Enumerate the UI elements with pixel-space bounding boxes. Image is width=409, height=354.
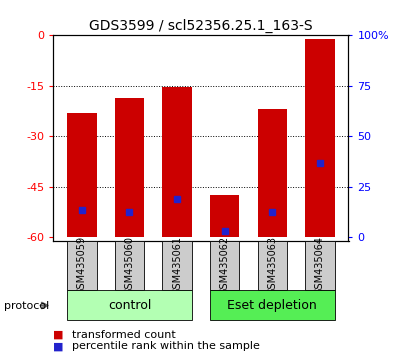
Bar xyxy=(67,290,191,320)
Text: GSM435064: GSM435064 xyxy=(314,236,324,295)
Bar xyxy=(67,113,97,237)
Bar xyxy=(209,290,334,320)
Bar xyxy=(304,39,334,237)
Text: GSM435061: GSM435061 xyxy=(172,236,182,295)
Bar xyxy=(257,109,286,237)
Title: GDS3599 / scl52356.25.1_163-S: GDS3599 / scl52356.25.1_163-S xyxy=(89,19,312,33)
Bar xyxy=(209,241,239,290)
Bar xyxy=(115,98,144,237)
Text: transformed count: transformed count xyxy=(72,330,175,340)
Bar xyxy=(162,87,191,237)
Text: ■: ■ xyxy=(53,341,64,351)
Text: protocol: protocol xyxy=(4,301,49,310)
Text: Eset depletion: Eset depletion xyxy=(227,299,317,312)
Text: percentile rank within the sample: percentile rank within the sample xyxy=(72,341,259,351)
Bar xyxy=(257,241,286,290)
Text: GSM435062: GSM435062 xyxy=(219,236,229,295)
Text: control: control xyxy=(108,299,151,312)
Bar xyxy=(304,241,334,290)
Text: ■: ■ xyxy=(53,330,64,340)
Bar xyxy=(162,241,191,290)
Text: GSM435063: GSM435063 xyxy=(267,236,276,295)
Text: GSM435059: GSM435059 xyxy=(76,236,87,295)
Bar xyxy=(67,241,97,290)
Text: GSM435060: GSM435060 xyxy=(124,236,134,295)
Bar xyxy=(115,241,144,290)
Bar xyxy=(209,195,239,237)
